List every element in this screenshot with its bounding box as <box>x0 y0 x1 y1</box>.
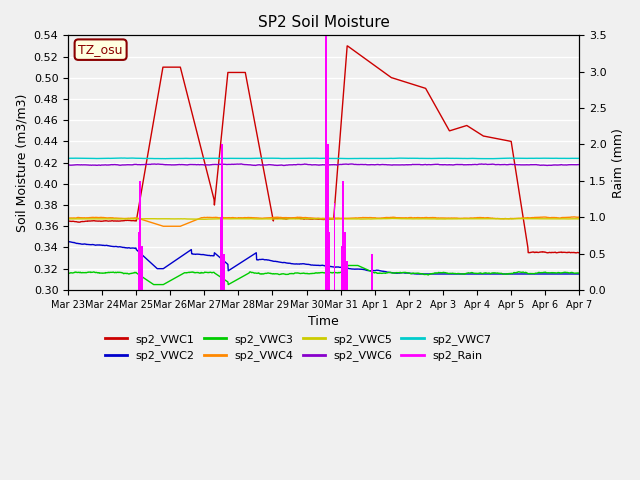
Legend: sp2_VWC1, sp2_VWC2, sp2_VWC3, sp2_VWC4, sp2_VWC5, sp2_VWC6, sp2_VWC7, sp2_Rain: sp2_VWC1, sp2_VWC2, sp2_VWC3, sp2_VWC4, … <box>100 330 496 366</box>
Y-axis label: Soil Moisture (m3/m3): Soil Moisture (m3/m3) <box>15 94 28 232</box>
Y-axis label: Raim (mm): Raim (mm) <box>612 128 625 198</box>
Title: SP2 Soil Moisture: SP2 Soil Moisture <box>258 15 390 30</box>
Text: TZ_osu: TZ_osu <box>78 43 123 56</box>
X-axis label: Time: Time <box>308 315 339 328</box>
